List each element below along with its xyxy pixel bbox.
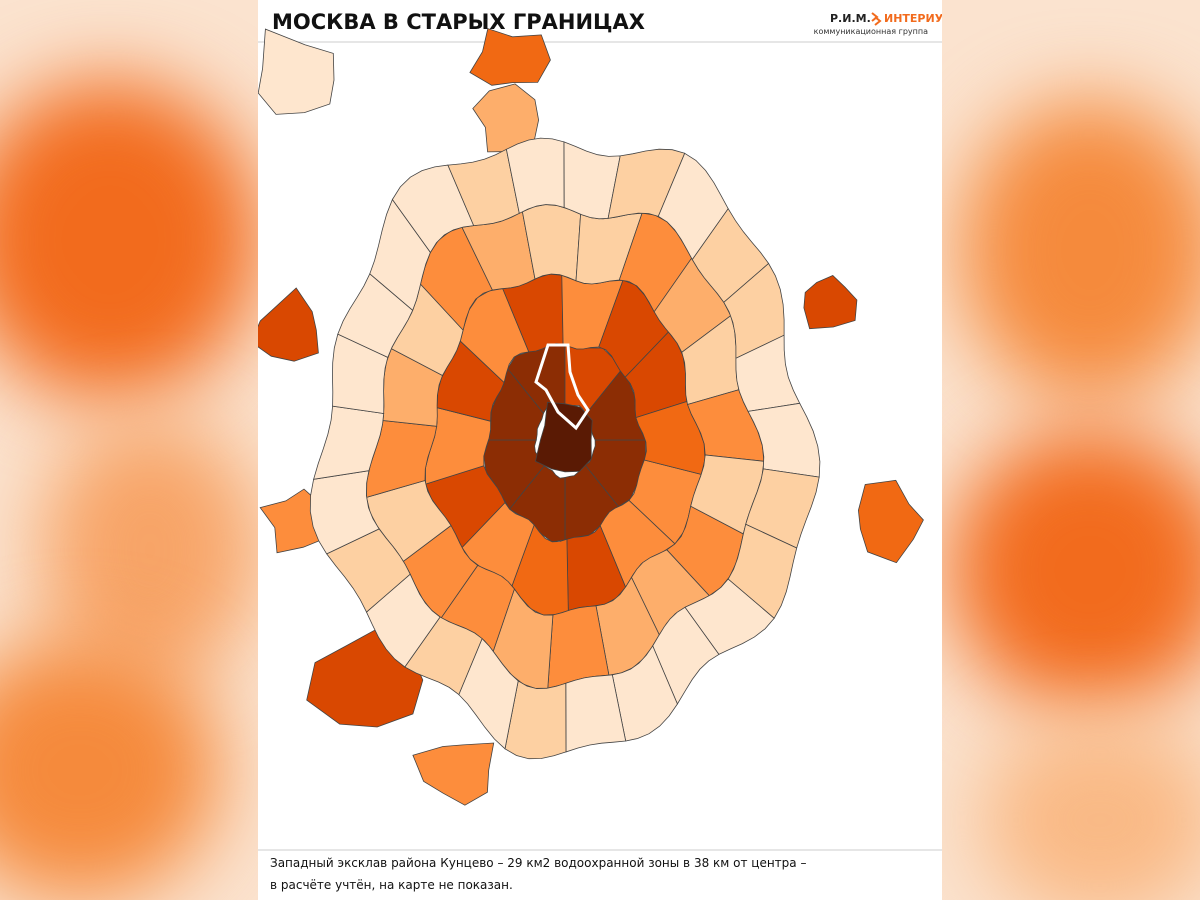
exclave: [258, 28, 335, 115]
map-panel: МОСКВА В СТАРЫХ ГРАНИЦАХ Р.И.М. ИНТЕРИУМ…: [258, 10, 942, 892]
logo-icon: [871, 12, 882, 26]
footnote-line: в расчёте учтён, на карте не показан.: [270, 878, 513, 892]
district-map: [258, 28, 924, 806]
exclave: [412, 742, 495, 806]
district: [727, 523, 798, 619]
footnote-line: Западный эксклав района Кунцево – 29 км2…: [270, 856, 806, 870]
exclave: [857, 479, 924, 564]
exclave: [469, 28, 551, 86]
exclave: [803, 275, 858, 330]
central-boundary: [534, 343, 590, 431]
logo-brand: Р.И.М.: [830, 12, 871, 25]
center-district: [534, 401, 593, 473]
logo-name: ИНТЕРИУМ: [884, 12, 942, 25]
exclave: [258, 287, 319, 362]
card: МОСКВА В СТАРЫХ ГРАНИЦАХ Р.И.М. ИНТЕРИУМ…: [258, 0, 942, 900]
logo-tagline: коммуникационная группа: [814, 27, 928, 36]
title: МОСКВА В СТАРЫХ ГРАНИЦАХ: [272, 10, 645, 34]
